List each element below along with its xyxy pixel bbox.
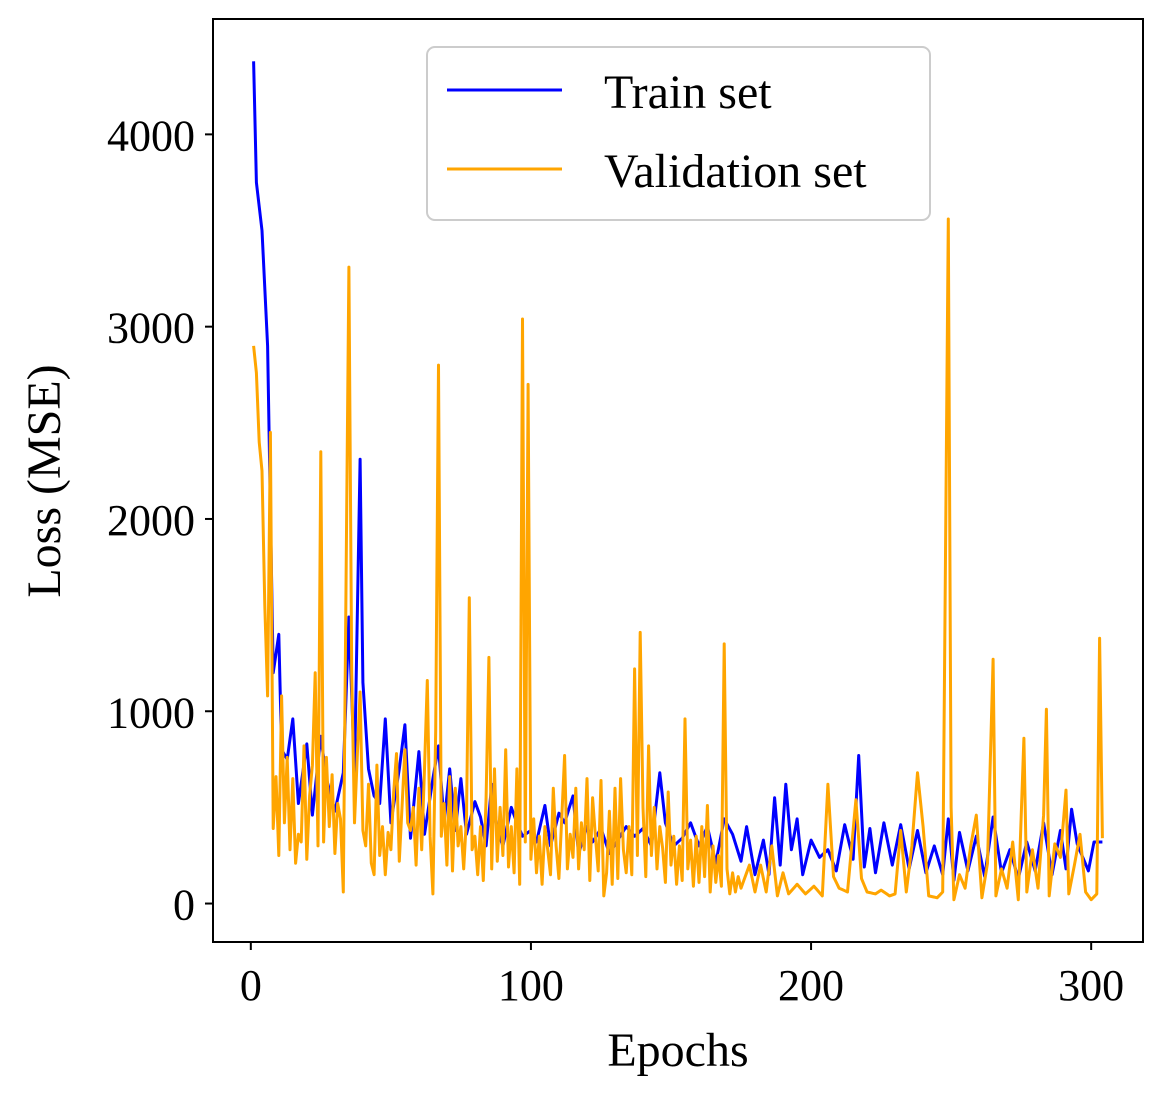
y-tick-label: 0 — [173, 881, 195, 930]
series-line-train-set — [252, 61, 1103, 882]
x-tick-label: 200 — [778, 961, 844, 1010]
legend: Train set Validation set — [426, 46, 931, 221]
x-tick-label: 100 — [498, 961, 564, 1010]
y-tick-label: 1000 — [107, 688, 195, 737]
y-tick-label: 2000 — [107, 496, 195, 545]
y-tick-label: 3000 — [107, 304, 195, 353]
legend-label-validation: Validation set — [604, 145, 867, 198]
y-tick-label: 4000 — [107, 111, 195, 160]
series-layer — [252, 61, 1104, 902]
legend-label-train: Train set — [604, 66, 772, 119]
y-axis-title: Loss (MSE) — [18, 364, 71, 597]
plot-frame — [212, 18, 1144, 943]
x-tick-label: 0 — [240, 961, 262, 1010]
x-axis-title: Epochs — [607, 1024, 748, 1077]
series-line-validation-set — [252, 217, 1104, 902]
x-tick-label: 300 — [1058, 961, 1124, 1010]
